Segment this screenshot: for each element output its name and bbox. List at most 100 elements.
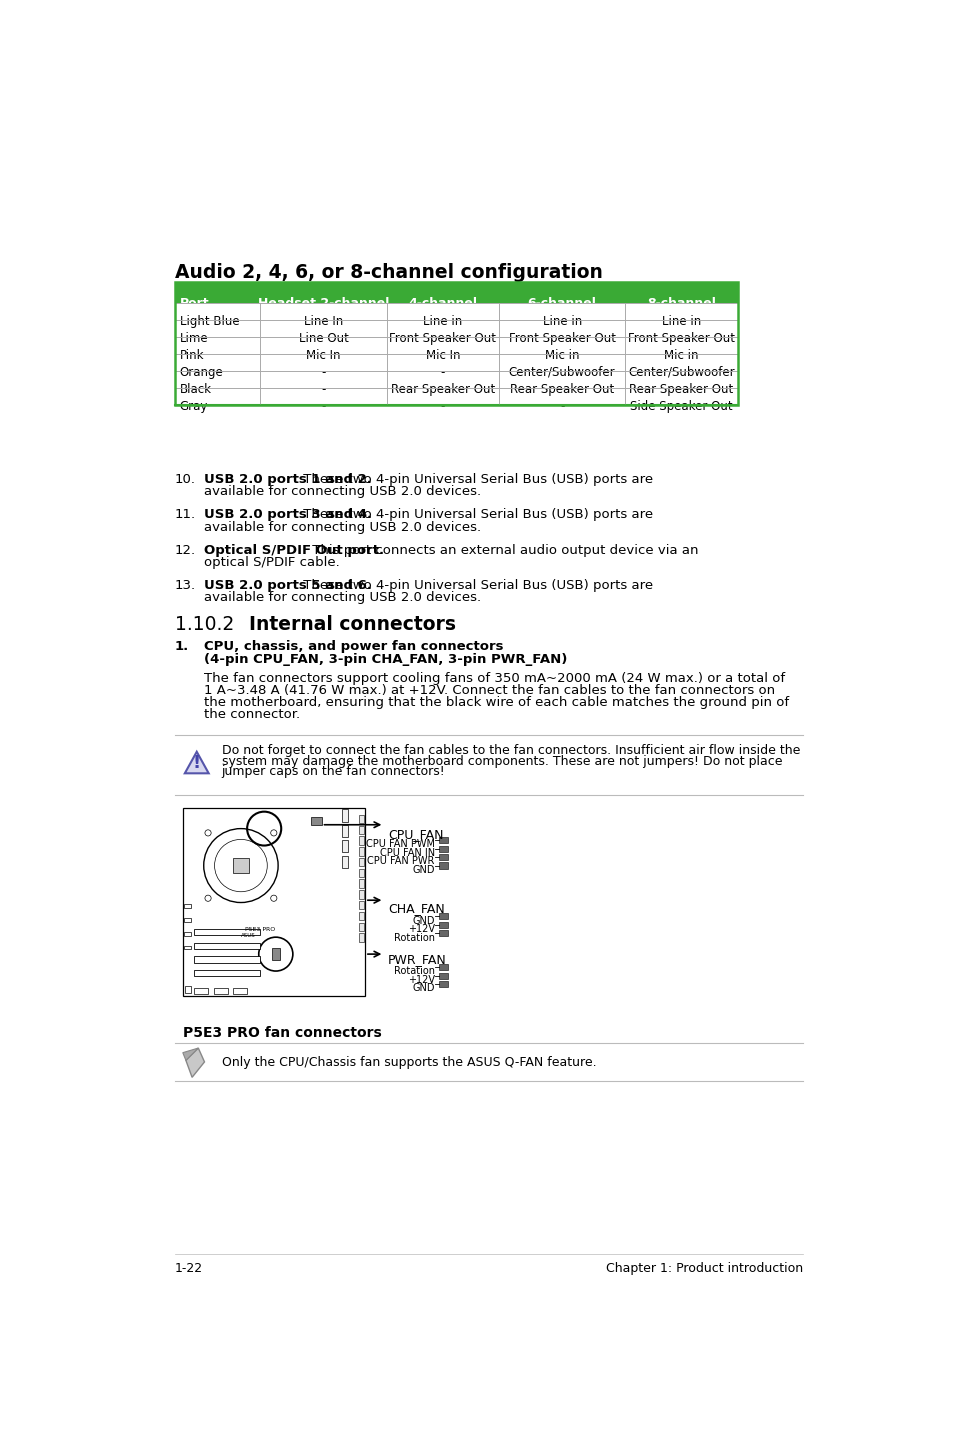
FancyBboxPatch shape bbox=[194, 971, 260, 976]
FancyBboxPatch shape bbox=[341, 840, 348, 853]
FancyBboxPatch shape bbox=[185, 986, 192, 992]
Text: Line in: Line in bbox=[542, 315, 581, 328]
Text: CPU FAN PWM: CPU FAN PWM bbox=[365, 840, 435, 850]
Text: 11.: 11. bbox=[174, 508, 196, 522]
FancyBboxPatch shape bbox=[438, 963, 447, 971]
Text: -: - bbox=[559, 400, 564, 413]
FancyBboxPatch shape bbox=[194, 988, 208, 994]
Text: Black: Black bbox=[179, 383, 212, 395]
Circle shape bbox=[205, 894, 211, 902]
FancyBboxPatch shape bbox=[183, 808, 365, 997]
FancyBboxPatch shape bbox=[184, 917, 191, 922]
Circle shape bbox=[271, 894, 276, 902]
FancyBboxPatch shape bbox=[174, 282, 737, 303]
FancyBboxPatch shape bbox=[341, 825, 348, 837]
Text: jumper caps on the fan connectors!: jumper caps on the fan connectors! bbox=[221, 765, 445, 778]
Text: GND: GND bbox=[412, 916, 435, 926]
Text: Front Speaker Out: Front Speaker Out bbox=[627, 332, 734, 345]
Text: 6-channel: 6-channel bbox=[527, 296, 596, 309]
Text: ASUS: ASUS bbox=[241, 933, 255, 939]
FancyBboxPatch shape bbox=[438, 981, 447, 988]
Text: 8-channel: 8-channel bbox=[646, 296, 715, 309]
FancyBboxPatch shape bbox=[194, 929, 260, 935]
Text: +12V: +12V bbox=[407, 975, 435, 985]
Text: -: - bbox=[321, 383, 325, 395]
FancyBboxPatch shape bbox=[341, 856, 348, 869]
FancyBboxPatch shape bbox=[358, 869, 364, 877]
FancyBboxPatch shape bbox=[358, 858, 364, 866]
Text: Headset 2-channel: Headset 2-channel bbox=[257, 296, 389, 309]
Polygon shape bbox=[183, 1048, 198, 1060]
Text: !: ! bbox=[193, 754, 200, 772]
FancyBboxPatch shape bbox=[358, 923, 364, 930]
FancyBboxPatch shape bbox=[194, 956, 260, 962]
Text: Port: Port bbox=[179, 296, 209, 309]
Text: available for connecting USB 2.0 devices.: available for connecting USB 2.0 devices… bbox=[204, 485, 481, 498]
Text: Side Speaker Out: Side Speaker Out bbox=[630, 400, 732, 413]
FancyBboxPatch shape bbox=[213, 988, 228, 994]
FancyBboxPatch shape bbox=[358, 912, 364, 920]
Text: P5E3 PRO: P5E3 PRO bbox=[245, 928, 274, 932]
FancyBboxPatch shape bbox=[358, 825, 364, 834]
Text: CPU FAN PWR: CPU FAN PWR bbox=[367, 856, 435, 866]
Text: -: - bbox=[440, 400, 444, 413]
Text: 10.: 10. bbox=[174, 473, 196, 486]
Text: Mic in: Mic in bbox=[544, 349, 578, 362]
Text: This port connects an external audio output device via an: This port connects an external audio out… bbox=[308, 544, 698, 557]
Text: Pink: Pink bbox=[179, 349, 204, 362]
Text: CPU FAN IN: CPU FAN IN bbox=[379, 848, 435, 858]
FancyBboxPatch shape bbox=[358, 880, 364, 887]
Text: available for connecting USB 2.0 devices.: available for connecting USB 2.0 devices… bbox=[204, 521, 481, 533]
Text: CPU, chassis, and power fan connectors: CPU, chassis, and power fan connectors bbox=[204, 640, 503, 653]
Text: Line in: Line in bbox=[661, 315, 700, 328]
Text: Only the CPU/Chassis fan supports the ASUS Q-FAN feature.: Only the CPU/Chassis fan supports the AS… bbox=[221, 1055, 596, 1068]
Text: CPU_FAN: CPU_FAN bbox=[388, 828, 443, 841]
FancyBboxPatch shape bbox=[233, 988, 247, 994]
FancyBboxPatch shape bbox=[358, 933, 364, 942]
FancyBboxPatch shape bbox=[438, 922, 447, 928]
Text: -: - bbox=[440, 365, 444, 378]
Text: Orange: Orange bbox=[179, 365, 223, 378]
FancyBboxPatch shape bbox=[358, 847, 364, 856]
Text: USB 2.0 ports 1 and 2.: USB 2.0 ports 1 and 2. bbox=[204, 473, 372, 486]
FancyBboxPatch shape bbox=[358, 890, 364, 899]
FancyBboxPatch shape bbox=[233, 858, 249, 873]
Text: Do not forget to connect the fan cables to the fan connectors. Insufficient air : Do not forget to connect the fan cables … bbox=[221, 743, 799, 756]
FancyBboxPatch shape bbox=[438, 863, 447, 869]
Text: Rear Speaker Out: Rear Speaker Out bbox=[391, 383, 495, 395]
FancyBboxPatch shape bbox=[358, 815, 364, 823]
Text: the motherboard, ensuring that the black wire of each cable matches the ground p: the motherboard, ensuring that the black… bbox=[204, 696, 789, 709]
Text: The fan connectors support cooling fans of 350 mA~2000 mA (24 W max.) or a total: The fan connectors support cooling fans … bbox=[204, 672, 785, 684]
Text: P5E3 PRO fan connectors: P5E3 PRO fan connectors bbox=[183, 1025, 381, 1040]
Text: Lime: Lime bbox=[179, 332, 208, 345]
FancyBboxPatch shape bbox=[438, 972, 447, 979]
Text: These two 4-pin Universal Serial Bus (USB) ports are: These two 4-pin Universal Serial Bus (US… bbox=[299, 580, 653, 592]
FancyBboxPatch shape bbox=[438, 930, 447, 936]
Text: (4-pin CPU_FAN, 3-pin CHA_FAN, 3-pin PWR_FAN): (4-pin CPU_FAN, 3-pin CHA_FAN, 3-pin PWR… bbox=[204, 653, 567, 666]
FancyBboxPatch shape bbox=[438, 837, 447, 843]
Text: GND: GND bbox=[412, 864, 435, 874]
FancyBboxPatch shape bbox=[341, 810, 348, 821]
Text: Mic In: Mic In bbox=[306, 349, 340, 362]
Text: 1-22: 1-22 bbox=[174, 1263, 203, 1276]
Text: Optical S/PDIF Out port.: Optical S/PDIF Out port. bbox=[204, 544, 384, 557]
Text: Mic In: Mic In bbox=[425, 349, 459, 362]
FancyBboxPatch shape bbox=[358, 837, 364, 844]
FancyBboxPatch shape bbox=[358, 902, 364, 909]
Text: Line In: Line In bbox=[303, 315, 343, 328]
FancyBboxPatch shape bbox=[438, 846, 447, 851]
Text: Mic in: Mic in bbox=[663, 349, 698, 362]
Text: Rotation: Rotation bbox=[394, 933, 435, 942]
Text: USB 2.0 ports 5 and 6.: USB 2.0 ports 5 and 6. bbox=[204, 580, 372, 592]
Text: These two 4-pin Universal Serial Bus (USB) ports are: These two 4-pin Universal Serial Bus (US… bbox=[299, 473, 653, 486]
Text: Gray: Gray bbox=[179, 400, 208, 413]
Circle shape bbox=[271, 830, 276, 835]
Text: Internal connectors: Internal connectors bbox=[249, 615, 456, 634]
Text: GND: GND bbox=[412, 984, 435, 994]
Text: Light Blue: Light Blue bbox=[179, 315, 239, 328]
FancyBboxPatch shape bbox=[438, 913, 447, 919]
Text: -: - bbox=[321, 400, 325, 413]
FancyBboxPatch shape bbox=[184, 905, 191, 907]
Text: system may damage the motherboard components. These are not jumpers! Do not plac: system may damage the motherboard compon… bbox=[221, 755, 781, 768]
FancyBboxPatch shape bbox=[184, 946, 191, 949]
